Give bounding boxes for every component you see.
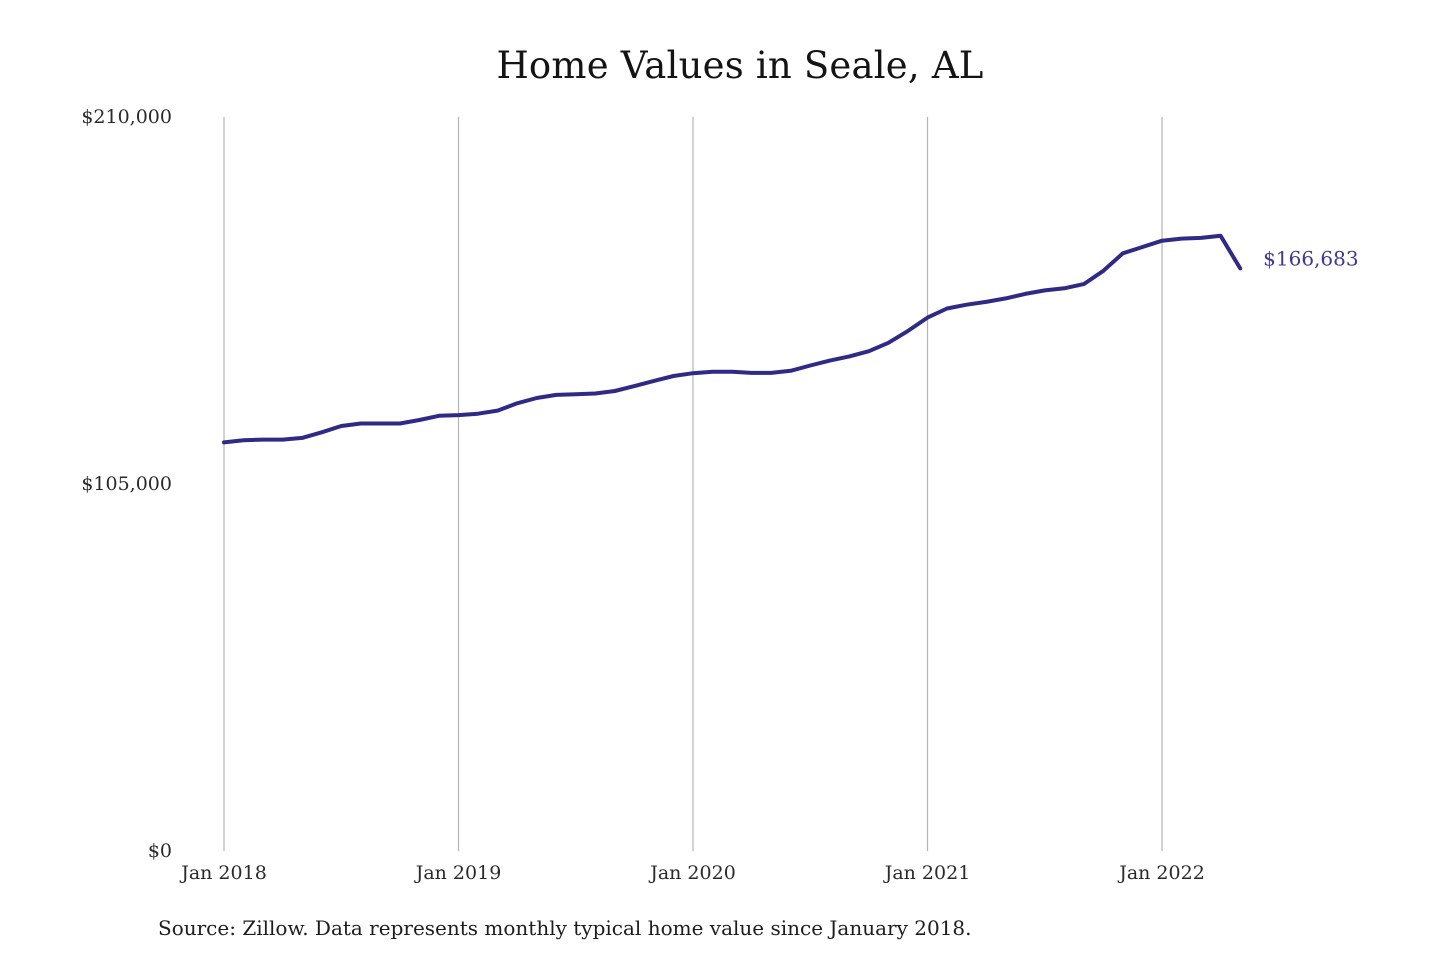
x-tick-label: Jan 2022 — [1117, 862, 1205, 884]
source-note: Source: Zillow. Data represents monthly … — [158, 916, 972, 940]
x-tick-label: Jan 2021 — [883, 862, 971, 884]
y-tick-label: $105,000 — [81, 473, 172, 495]
x-tick-label: Jan 2020 — [648, 862, 736, 884]
chart-title: Home Values in Seale, AL — [496, 44, 984, 87]
series-line — [222, 233, 1243, 445]
y-tick-label: $0 — [148, 840, 172, 862]
y-tick-label: $210,000 — [81, 106, 172, 128]
end-value-label: $166,683 — [1263, 246, 1358, 270]
x-tick-label: Jan 2018 — [179, 862, 267, 884]
x-tick-label: Jan 2019 — [414, 862, 502, 884]
